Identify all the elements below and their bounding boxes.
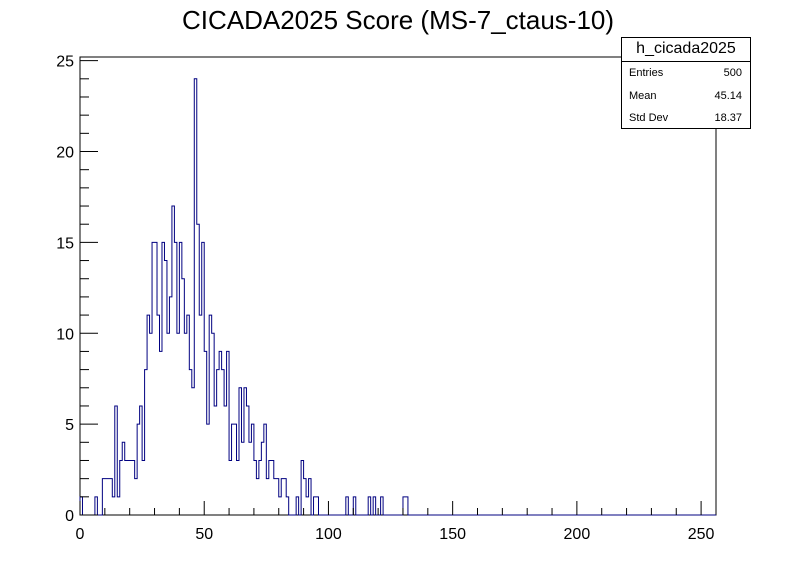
x-tick-label: 50 [195, 526, 213, 543]
x-tick-label: 200 [564, 526, 591, 543]
stats-box: h_cicada2025 Entries 500 Mean 45.14 Std … [621, 37, 751, 129]
stats-entries-row: Entries 500 [622, 62, 750, 85]
stats-entries-value: 500 [723, 67, 742, 79]
y-tick-label: 5 [65, 417, 74, 434]
stats-stddev-row: Std Dev 18.37 [622, 107, 750, 130]
y-tick-label: 25 [56, 54, 74, 71]
histogram-line [79, 78, 716, 516]
stats-stddev-label: Std Dev [629, 112, 669, 124]
stats-mean-value: 45.14 [714, 89, 742, 102]
stats-mean-label: Mean [629, 89, 657, 102]
chart-title: CICADA2025 Score (MS-7_ctaus-10) [181, 5, 615, 35]
y-tick-label: 15 [56, 235, 74, 252]
x-tick-label: 0 [76, 526, 85, 543]
x-tick-label: 250 [688, 526, 715, 543]
x-tick-label: 150 [439, 526, 466, 543]
stats-entries-label: Entries [629, 67, 664, 79]
y-tick-label: 20 [56, 145, 74, 162]
stats-histogram-name: h_cicada2025 [622, 38, 750, 62]
x-tick-label: 100 [315, 526, 342, 543]
y-tick-label: 10 [56, 326, 74, 343]
y-tick-label: 0 [65, 508, 74, 525]
stats-mean-row: Mean 45.14 [622, 85, 750, 108]
stats-stddev-value: 18.37 [714, 112, 742, 124]
